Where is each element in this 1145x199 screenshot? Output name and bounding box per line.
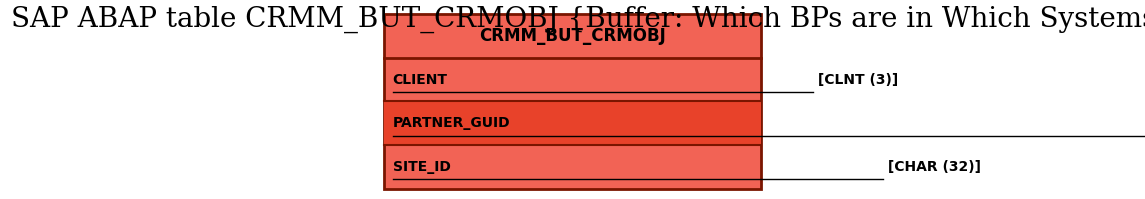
Text: PARTNER_GUID: PARTNER_GUID [393, 116, 511, 130]
Text: SITE_ID: SITE_ID [393, 160, 451, 174]
Bar [384, 101, 761, 145]
Text: CLIENT: CLIENT [393, 73, 448, 87]
Bar [384, 14, 761, 189]
Text: CRMM_BUT_CRMOBJ: CRMM_BUT_CRMOBJ [479, 27, 666, 45]
Text: SAP ABAP table CRMM_BUT_CRMOBJ {Buffer: Which BPs are in Which Systems}: SAP ABAP table CRMM_BUT_CRMOBJ {Buffer: … [11, 6, 1145, 33]
Text: [CLNT (3)]: [CLNT (3)] [813, 73, 898, 87]
Text: [CHAR (32)]: [CHAR (32)] [883, 160, 981, 174]
